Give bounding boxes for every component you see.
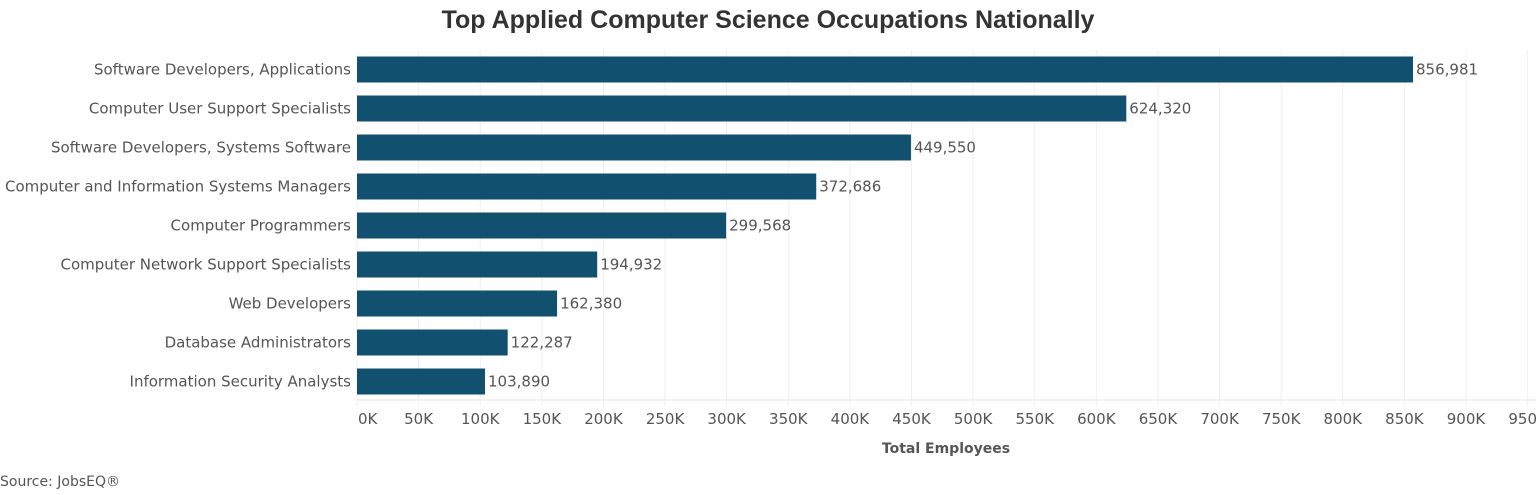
bar	[357, 95, 1127, 122]
bar	[357, 173, 817, 200]
x-tick-label: 750K	[1262, 410, 1302, 428]
x-tick-label: 250K	[646, 410, 686, 428]
value-label: 194,932	[600, 256, 662, 274]
chart-title: Top Applied Computer Science Occupations…	[441, 6, 1095, 34]
category-label: Computer Programmers	[171, 217, 352, 235]
x-tick-label: 100K	[461, 410, 501, 428]
x-tick-label: 400K	[831, 410, 871, 428]
bar	[357, 56, 1413, 83]
value-label: 449,550	[914, 139, 976, 157]
value-label: 856,981	[1416, 61, 1478, 79]
x-tick-label: 50K	[404, 410, 434, 428]
x-tick-label: 200K	[584, 410, 624, 428]
x-tick-label: 950K	[1508, 410, 1536, 428]
value-label: 624,320	[1129, 100, 1191, 118]
value-label: 372,686	[819, 178, 881, 196]
x-tick-label: 450K	[892, 410, 932, 428]
value-label: 162,380	[560, 295, 622, 313]
source-note: Source: JobsEQ®	[0, 474, 120, 490]
bar	[357, 134, 911, 161]
category-label: Computer and Information Systems Manager…	[5, 178, 351, 196]
x-tick-label: 0K	[358, 410, 379, 428]
value-label: 122,287	[511, 334, 573, 352]
category-label: Computer User Support Specialists	[89, 100, 351, 118]
x-tick-label: 800K	[1324, 410, 1364, 428]
category-label: Web Developers	[229, 295, 352, 313]
x-tick-label: 900K	[1447, 410, 1487, 428]
bar	[357, 212, 727, 239]
x-tick-label: 300K	[707, 410, 747, 428]
value-label: 103,890	[488, 373, 550, 391]
category-label: Computer Network Support Specialists	[60, 256, 351, 274]
x-tick-label: 650K	[1139, 410, 1179, 428]
bar	[357, 329, 508, 356]
x-tick-label: 150K	[523, 410, 563, 428]
bar	[357, 251, 598, 278]
x-axis-title: Total Employees	[882, 441, 1010, 457]
category-label: Information Security Analysts	[130, 373, 352, 391]
x-tick-label: 700K	[1200, 410, 1240, 428]
x-tick-label: 500K	[954, 410, 994, 428]
category-label: Software Developers, Systems Software	[51, 139, 351, 157]
x-tick-label: 850K	[1385, 410, 1425, 428]
bar	[357, 290, 558, 317]
x-tick-label: 550K	[1015, 410, 1055, 428]
category-label: Database Administrators	[165, 334, 352, 352]
x-tick-label: 600K	[1077, 410, 1117, 428]
category-label: Software Developers, Applications	[94, 61, 351, 79]
bar	[357, 368, 486, 395]
value-label: 299,568	[729, 217, 791, 235]
x-tick-label: 350K	[769, 410, 809, 428]
